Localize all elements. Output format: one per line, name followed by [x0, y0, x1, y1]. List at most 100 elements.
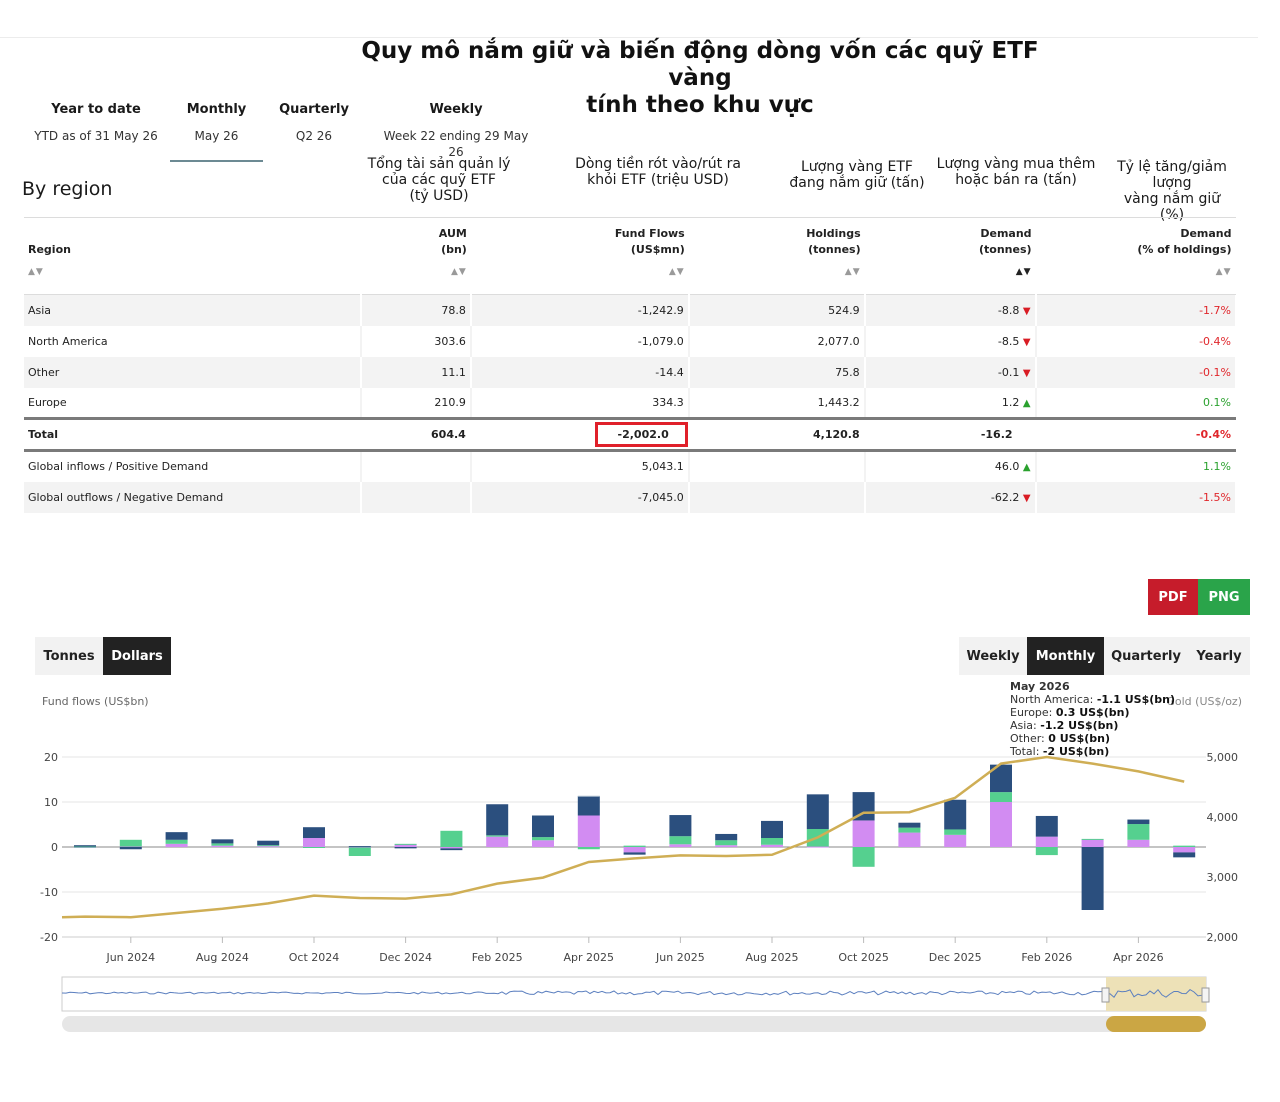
chart-axes: 20 10 0 -10 -20 5,000 4,000 3,000 2,000 Jun 2024 A…	[40, 751, 1238, 964]
bar-asia	[761, 844, 783, 847]
tab-quarterly[interactable]: Quarterly Q2 26	[279, 102, 349, 143]
global-inflows-row: Global inflows / Positive Demand 5,043.1…	[24, 450, 1236, 482]
bar-north-america	[348, 846, 371, 848]
holdings-cell: 524.9	[688, 294, 866, 326]
empty-cell	[360, 450, 472, 482]
total-flows: -2,002.0	[470, 417, 690, 452]
section-title: By region	[22, 178, 113, 200]
aum-cell: 210.9	[360, 387, 472, 419]
bar-europe	[348, 847, 371, 856]
bar-asia	[898, 832, 921, 847]
sort-aum-icon[interactable]: ▲▼	[360, 266, 471, 295]
down-arrow-icon: ▼	[1022, 336, 1031, 348]
bar-asia	[303, 838, 325, 847]
export-png-button[interactable]: PNG	[1198, 579, 1250, 615]
navigator-series	[61, 988, 1207, 998]
bar-europe	[211, 843, 234, 846]
bar-europe	[532, 837, 554, 841]
table-row: Europe 210.9 334.3 1,443.2 1.2 ▲ 0.1%	[24, 387, 1236, 419]
yearly-button[interactable]: Yearly	[1196, 648, 1242, 664]
bar-north-america	[486, 804, 509, 836]
navigator-right-handle[interactable]	[1201, 987, 1210, 1003]
y2-tick-label: 3,000	[1207, 871, 1239, 884]
monthly-button[interactable]: Monthly	[1027, 637, 1104, 675]
sort-holdings-icon[interactable]: ▲▼	[688, 266, 865, 295]
right-axis-title: Gold (US$/oz)	[1166, 695, 1242, 708]
aum-cell: 11.1	[360, 356, 472, 388]
bar-asia	[806, 846, 829, 848]
bar-europe	[669, 836, 692, 845]
bar-europe	[1173, 845, 1196, 847]
table-row: North America 303.6 -1,079.0 2,077.0 -8.…	[24, 325, 1236, 357]
bar-asia	[1173, 847, 1196, 853]
col-pct-l2: (% of holdings)	[1137, 242, 1232, 256]
bar-europe	[303, 847, 325, 848]
holdings-cell: 2,077.0	[688, 325, 866, 357]
bar-north-america	[74, 845, 96, 847]
flows-cell: 5,043.1	[470, 450, 690, 482]
holdings-cell: 1,443.2	[688, 387, 866, 419]
empty-cell	[688, 481, 866, 513]
export-pdf-button[interactable]: PDF	[1148, 579, 1198, 615]
x-tick-label: Oct 2024	[289, 951, 340, 964]
page-title: Quy mô nắm giữ và biến động dòng vốn các…	[361, 38, 1039, 118]
x-tick-label: Dec 2024	[379, 951, 432, 964]
header-row-2: Region (bn) (US$mn) (tonnes) (tonnes) (%…	[24, 243, 1236, 267]
dollars-button[interactable]: Dollars	[103, 637, 171, 675]
bar-north-america	[1173, 852, 1196, 858]
tab-year-to-date[interactable]: Year to date YTD as of 31 May 26	[34, 102, 158, 143]
scrollbar-thumb[interactable]	[1106, 1016, 1206, 1032]
x-tick-label: Dec 2025	[929, 951, 982, 964]
sort-pct-icon[interactable]: ▲▼	[1035, 266, 1236, 295]
bar-asia	[715, 845, 738, 847]
bar-north-america	[577, 796, 600, 816]
down-arrow-icon: ▼	[1022, 305, 1031, 317]
demand-cell: -8.8 ▼	[864, 294, 1037, 326]
tonnes-button[interactable]: Tonnes	[43, 648, 95, 664]
global-label: Global outflows / Negative Demand	[24, 481, 362, 513]
bar-asia	[1081, 839, 1104, 847]
sort-demand-icon[interactable]: ▲▼	[864, 266, 1036, 295]
bar-asia	[394, 844, 417, 847]
tab-monthly[interactable]: Monthly May 26	[170, 100, 263, 162]
demand-cell: -8.5 ▼	[864, 325, 1037, 357]
col-region-l1	[24, 217, 361, 243]
bar-asia	[532, 840, 554, 847]
weekly-button[interactable]: Weekly	[966, 648, 1020, 664]
holdings-cell: 75.8	[688, 356, 866, 388]
left-axis-title: Fund flows (US$bn)	[42, 695, 149, 708]
pct-cell: -1.7%	[1035, 294, 1236, 326]
navigator-left-handle[interactable]	[1101, 987, 1110, 1003]
sort-flows-icon[interactable]: ▲▼	[470, 266, 689, 295]
chart-bars	[74, 764, 1196, 910]
region-cell: Other	[24, 356, 362, 388]
bar-europe	[623, 845, 646, 847]
bar-north-america	[806, 794, 829, 829]
pct-cell: 0.1%	[1035, 387, 1236, 419]
bar-north-america	[669, 815, 692, 837]
tab-weekly[interactable]: Weekly Week 22 ending 29 May 26	[383, 102, 529, 159]
bar-north-america	[944, 799, 967, 830]
bar-asia	[486, 836, 509, 847]
quarterly-button[interactable]: Quarterly	[1111, 648, 1181, 664]
region-cell: Asia	[24, 294, 362, 326]
total-holdings: 4,120.8	[688, 417, 866, 452]
col-holdings-l1: Holdings	[688, 217, 865, 243]
y-tick-label: 0	[51, 841, 58, 854]
scrollbar-track[interactable]	[62, 1016, 1206, 1032]
range-navigator[interactable]	[61, 976, 1210, 1032]
bar-north-america	[165, 832, 188, 840]
x-tick-label: Feb 2026	[1021, 951, 1072, 964]
bar-asia	[211, 845, 234, 847]
x-tick-label: Oct 2025	[838, 951, 889, 964]
pct-cell: -0.1%	[1035, 356, 1236, 388]
col-region-l2: Region	[28, 242, 71, 256]
bar-north-america	[394, 847, 417, 849]
gold-price-series	[61, 755, 1185, 919]
navigator-selection[interactable]	[1106, 977, 1206, 1011]
sort-region-icon[interactable]: ▲▼	[24, 266, 361, 295]
bar-europe	[852, 847, 875, 867]
table-row: Other 11.1 -14.4 75.8 -0.1 ▼ -0.1%	[24, 356, 1236, 388]
down-arrow-icon: ▼	[1022, 367, 1031, 379]
top-divider	[0, 37, 1258, 38]
